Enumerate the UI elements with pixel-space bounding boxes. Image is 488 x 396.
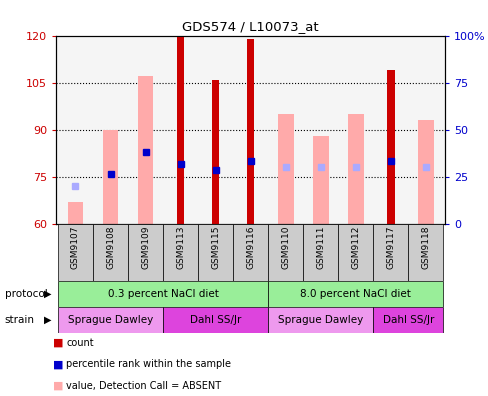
Bar [347,114,363,224]
Text: Dahl SS/Jr: Dahl SS/Jr [189,315,241,325]
Bar [58,281,267,307]
Bar [267,281,442,307]
Bar [372,307,442,333]
Bar [277,114,293,224]
Text: value, Detection Call = ABSENT: value, Detection Call = ABSENT [66,381,221,391]
Bar [246,39,254,224]
Bar [67,202,83,224]
Text: GSM9108: GSM9108 [106,225,115,269]
Text: Dahl SS/Jr: Dahl SS/Jr [382,315,433,325]
Bar [303,224,338,281]
Text: GSM9117: GSM9117 [386,225,394,269]
Text: ▶: ▶ [44,289,52,299]
Text: GSM9107: GSM9107 [71,225,80,269]
Text: ▶: ▶ [44,315,52,325]
Text: count: count [66,337,93,348]
Bar [58,307,163,333]
Text: GSM9116: GSM9116 [245,225,255,269]
Bar [138,76,153,224]
Bar [211,80,219,224]
Bar [417,120,433,224]
Text: GSM9110: GSM9110 [281,225,289,269]
Bar [198,224,233,281]
Bar [58,224,93,281]
Text: strain: strain [5,315,35,325]
Text: percentile rank within the sample: percentile rank within the sample [66,359,230,369]
Text: 8.0 percent NaCl diet: 8.0 percent NaCl diet [300,289,410,299]
Bar [176,36,184,224]
Bar [312,136,328,224]
Bar [128,224,163,281]
Text: 0.3 percent NaCl diet: 0.3 percent NaCl diet [107,289,218,299]
Bar [163,224,198,281]
Text: protocol: protocol [5,289,47,299]
Title: GDS574 / L10073_at: GDS574 / L10073_at [182,20,318,33]
Bar [93,224,128,281]
Bar [267,224,303,281]
Text: GSM9115: GSM9115 [211,225,220,269]
Bar [233,224,267,281]
Text: ■: ■ [53,337,64,348]
Text: GSM9112: GSM9112 [350,225,360,269]
Text: GSM9109: GSM9109 [141,225,150,269]
Text: Sprague Dawley: Sprague Dawley [278,315,363,325]
Bar [407,224,442,281]
Text: ■: ■ [53,359,64,369]
Bar [267,307,372,333]
Text: GSM9111: GSM9111 [316,225,325,269]
Text: GSM9113: GSM9113 [176,225,184,269]
Bar [102,129,118,224]
Text: GSM9118: GSM9118 [420,225,429,269]
Bar [386,70,394,224]
Text: ■: ■ [53,381,64,391]
Text: Sprague Dawley: Sprague Dawley [68,315,153,325]
Bar [163,307,267,333]
Bar [372,224,407,281]
Bar [338,224,372,281]
